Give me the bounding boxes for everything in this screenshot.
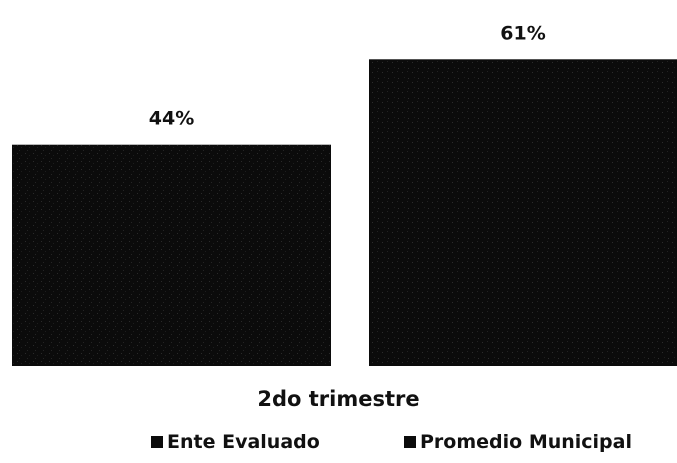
legend-label: Ente Evaluado xyxy=(167,431,320,453)
legend-item-promedio-municipal: Promedio Municipal xyxy=(404,431,632,453)
legend: Ente Evaluado Promedio Municipal xyxy=(151,431,632,453)
bar-promedio-municipal xyxy=(369,59,677,367)
legend-swatch xyxy=(404,436,416,448)
category-layer: 2do trimestre xyxy=(257,387,419,411)
bar-labels-layer: 44% 61% xyxy=(149,22,546,129)
legend-label: Promedio Municipal xyxy=(420,431,632,453)
legend-item-ente-evaluado: Ente Evaluado xyxy=(151,431,320,453)
data-label-ente-evaluado: 44% xyxy=(149,108,194,130)
bar-ente-evaluado xyxy=(12,144,331,366)
legend-swatch xyxy=(151,436,163,448)
data-label-promedio-municipal: 61% xyxy=(500,22,545,44)
bars-layer xyxy=(12,59,677,367)
category-label: 2do trimestre xyxy=(257,387,419,411)
